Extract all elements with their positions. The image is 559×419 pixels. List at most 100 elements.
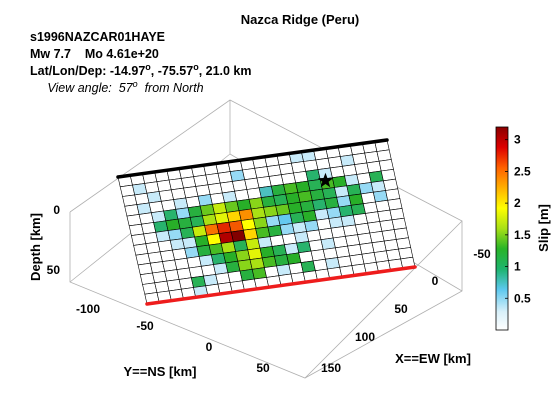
slip-cell [190,275,207,288]
slip-cell [371,240,387,253]
slip-cell [291,161,307,174]
slip-cell [283,182,299,195]
slip-cell [153,220,169,233]
slip-cell [208,243,224,256]
colorbar [495,126,509,331]
colorbar-tick-label: 1.5 [514,228,531,242]
slip-cell [335,245,351,258]
slip-cell [249,257,265,270]
slip-cell [230,229,246,243]
slip-cell [297,190,313,203]
slip-cell [253,216,269,229]
colorbar-tick-label: 2.5 [514,164,531,178]
slip-cell [362,201,379,214]
event-id: s1996NAZCAR01HAYE [30,30,165,44]
colorbar-tick-label: 1 [514,260,521,274]
slip-cell [398,247,414,260]
slip-cell [354,162,370,175]
slip-cell [366,160,382,174]
slip-cell [217,171,233,184]
slip-cell [238,208,254,221]
degree-mark-lon: o [193,62,199,72]
slip-cell [242,167,258,181]
slip-cell [240,218,256,231]
slip-cell [316,218,332,231]
slip-cell [385,188,401,201]
slip-cell [202,213,218,226]
slip-cell [244,177,260,190]
slip-cell [133,243,149,256]
slip-cell [336,195,352,208]
y-axis-label: Y==NS [km] [124,364,197,379]
slip-cell [383,178,399,191]
fault-bottom-edge [145,265,417,306]
slip-cell [288,262,304,275]
slip-cell [293,170,309,184]
view-angle-line: View angle: 57o from North [30,79,214,95]
slip-cell [139,272,156,285]
slip-cell [389,208,405,221]
magnitude-line: Mw 7.7 Mo 4.61e+20 [30,47,159,61]
slip-cell [243,228,259,241]
slip-cell [320,237,336,250]
slip-cell [281,232,297,246]
slip-cell [329,165,345,179]
slip-cell [339,154,355,167]
slip-cell [155,230,171,243]
slip-cell [370,180,386,193]
slip-cell [207,182,223,195]
slip-cell [198,254,214,267]
slip-cell [257,236,273,249]
x-tick-50: 50 [394,302,408,316]
location-line: Lat/Lon/Dep: -14.97o, -75.57o, 21.0 km [30,62,252,78]
box-front-edges [69,212,463,379]
slip-cell [325,257,341,270]
slip-cell [187,205,203,218]
slip-cell [267,224,283,238]
slip-cell [349,253,365,266]
slip-cell [378,159,394,172]
slip-cell [279,223,295,236]
fault-edges [116,138,417,306]
slip-cell [134,192,150,205]
slip-cell [322,247,338,260]
slip-cell [277,213,293,226]
slip-cell [212,202,228,215]
slip-cell [381,229,397,242]
slip-cell [358,182,374,195]
slip-cell [166,279,182,292]
slip-cell [225,260,241,274]
slip-cell [209,192,225,205]
slip-cell [280,172,297,185]
slip-cell [165,218,181,231]
slip-cell [183,186,199,199]
slip-cell [235,249,251,262]
colorbar-tick-label: 3 [514,133,521,147]
slip-cell [373,250,389,263]
slip-cell [149,261,166,274]
slip-cell [163,208,179,222]
slip-cell [305,169,321,182]
slip-cell [306,229,322,242]
slip-cell [303,159,319,172]
view-angle-value: View angle: 57 [47,81,133,95]
slip-cell [342,164,358,177]
slip-cell [352,213,368,226]
slip-cell [251,267,267,280]
slip-cell [273,193,289,207]
slip-cell [301,210,318,223]
slip-cell [372,190,389,203]
slip-cell [270,184,287,197]
slip-cell [150,210,167,223]
slip-cell [137,262,153,276]
y-tick-50: 50 [256,361,270,375]
slip-cell [332,175,348,188]
slip-cell [360,191,376,205]
slip-cell [361,252,377,265]
slip-cell [213,262,229,275]
slip-cell [338,204,354,218]
slip-cell [146,191,162,204]
location-lon: , -75.57 [151,64,193,78]
hypocenter-star [317,172,334,188]
y-tick-m100: -100 [76,302,100,316]
